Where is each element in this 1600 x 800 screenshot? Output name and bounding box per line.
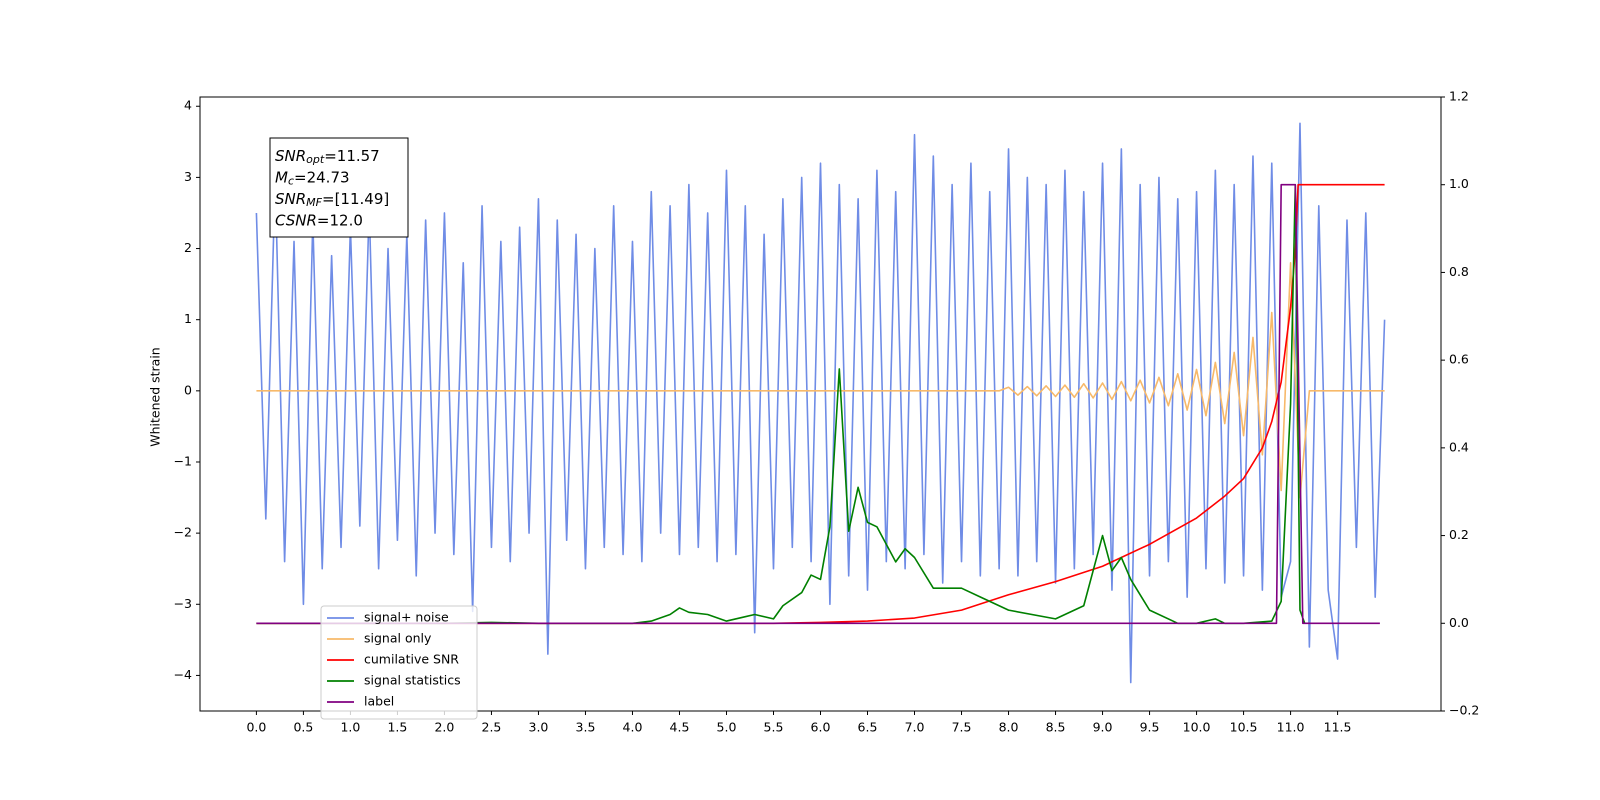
legend-label: label: [364, 694, 394, 709]
x-tick-label: 0.0: [246, 720, 266, 735]
y2-tick-label: 0.0: [1449, 615, 1469, 630]
x-tick-label: 6.0: [811, 720, 831, 735]
annotation-sub: MF: [306, 196, 322, 209]
series-line: [256, 183, 1306, 625]
annotation-text: SNRMF=[11.49]: [275, 190, 389, 210]
y-tick-label: −2: [174, 525, 192, 540]
series-line: [256, 261, 1385, 499]
y-tick-label: 3: [184, 169, 192, 184]
annotation-box: SNRopt=11.57Mc=24.73SNRMF=[11.49]CSNR=12…: [269, 137, 409, 238]
annotation-text: Mc=24.73: [275, 168, 350, 188]
annotation-rest: =11.57: [324, 147, 380, 165]
y-tick-label: −3: [174, 596, 192, 611]
legend: signal+ noise signal only cumilative SNR si…: [320, 605, 478, 720]
annotation-rest: =24.73: [294, 168, 350, 186]
x-tick-label: 3.5: [576, 720, 596, 735]
annotation-sub: opt: [306, 153, 325, 166]
x-tick-label: 2.5: [482, 720, 502, 735]
x-tick-label: 1.5: [387, 720, 407, 735]
y2-tick-label: 1.2: [1449, 89, 1469, 104]
y-tick-label: −4: [174, 667, 192, 682]
x-tick-label: 0.5: [293, 720, 313, 735]
legend-label: signal only: [364, 631, 432, 646]
y-tick-label: 0: [184, 382, 192, 397]
y2-tick-label: 0.6: [1449, 352, 1469, 367]
annotation-text: CSNR=12.0: [275, 211, 363, 229]
x-tick-label: 3.0: [529, 720, 549, 735]
y-tick-label: 1: [184, 311, 192, 326]
x-tick-label: 10.5: [1230, 720, 1258, 735]
y-tick-label: 4: [184, 98, 192, 113]
x-tick-label: 5.0: [717, 720, 737, 735]
legend-label: cumilative SNR: [364, 652, 459, 667]
x-tick-label: 8.0: [999, 720, 1019, 735]
y-tick-label: −1: [174, 453, 192, 468]
series-line: [255, 122, 1386, 684]
x-tick-label: 7.5: [952, 720, 972, 735]
series-line: [256, 183, 1380, 625]
annotation-main: CSNR: [275, 211, 317, 229]
y2-tick-label: 0.8: [1449, 264, 1469, 279]
x-tick-label: 7.0: [905, 720, 925, 735]
legend-label: signal statistics: [364, 673, 461, 688]
annotation-frame: [269, 137, 409, 238]
x-tick-label: 1.0: [340, 720, 360, 735]
x-tick-label: 10.0: [1183, 720, 1211, 735]
x-tick-label: 5.5: [764, 720, 784, 735]
y-axis-label: Whitened strain: [148, 347, 163, 446]
legend-label: signal+ noise: [364, 610, 449, 625]
y2-tick-label: 0.2: [1449, 527, 1469, 542]
y-tick-label: 2: [184, 240, 192, 255]
x-tick-label: 9.5: [1140, 720, 1160, 735]
x-tick-label: 8.5: [1046, 720, 1066, 735]
y2-tick-label: −0.2: [1449, 703, 1479, 718]
annotation-main: SNR: [275, 190, 306, 208]
annotation-main: M: [275, 168, 288, 186]
x-tick-label: 4.5: [670, 720, 690, 735]
annotation-text: SNRopt=11.57: [275, 147, 380, 167]
x-tick-label: 2.0: [434, 720, 454, 735]
annotation-rest: =12.0: [317, 211, 363, 229]
series-line: [256, 183, 1385, 625]
x-tick-label: 4.0: [623, 720, 643, 735]
x-tick-label: 9.0: [1093, 720, 1113, 735]
x-tick-label: 11.0: [1277, 720, 1305, 735]
x-tick-label: 11.5: [1324, 720, 1352, 735]
annotation-rest: =[11.49]: [322, 190, 389, 208]
x-tick-label: 6.5: [858, 720, 878, 735]
annotation-main: SNR: [275, 147, 306, 165]
annotation-sub: c: [288, 175, 294, 188]
y2-tick-label: 1.0: [1449, 176, 1469, 191]
y2-tick-label: 0.4: [1449, 439, 1469, 454]
legend-frame: [320, 605, 478, 720]
